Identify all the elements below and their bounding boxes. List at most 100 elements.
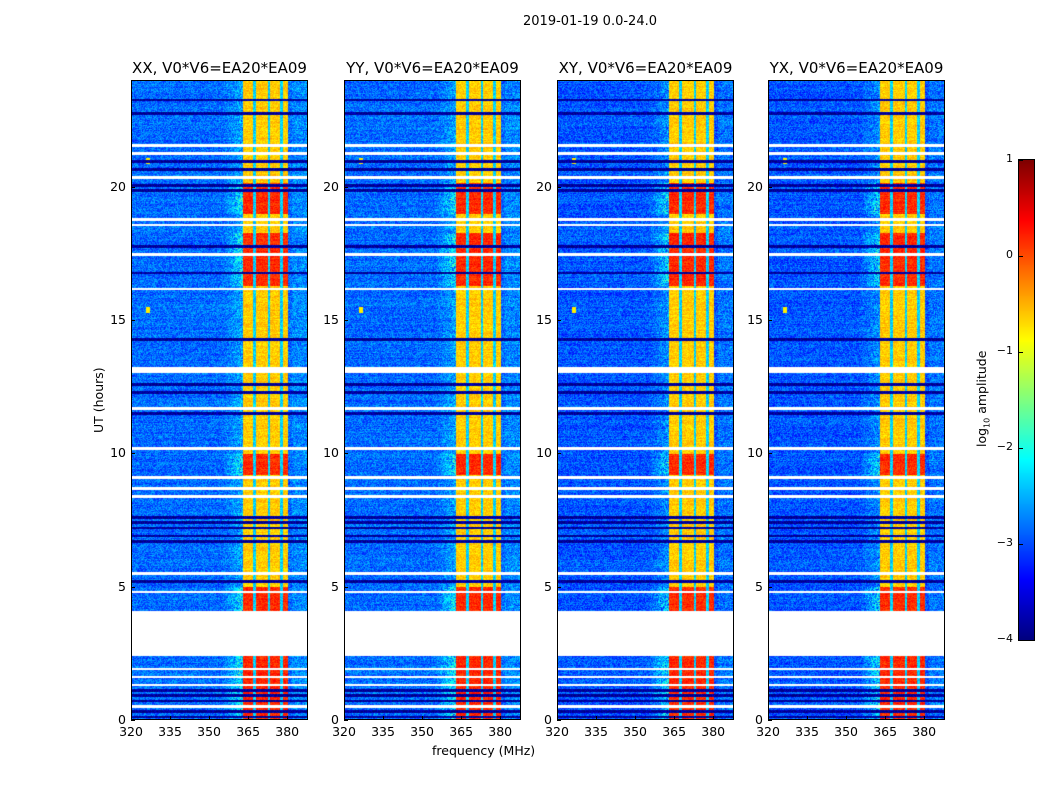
x-tick-label: 365	[449, 724, 474, 739]
colorbar-tick-mark	[1019, 256, 1023, 257]
y-tick-label: 0	[755, 712, 763, 727]
x-tick-mark	[500, 716, 502, 720]
colorbar-gradient	[1019, 160, 1034, 640]
panel-title: XY, V0*V6=EA20*EA09	[558, 59, 733, 77]
y-tick-mark	[768, 720, 772, 721]
colorbar-tick-label: −3	[996, 536, 1013, 549]
y-tick-mark	[768, 586, 772, 588]
y-tick-mark	[344, 720, 348, 721]
y-tick-label: 5	[118, 578, 126, 594]
y-tick-label: 10	[747, 445, 763, 461]
y-tick-label: 10	[110, 445, 126, 461]
x-tick-mark	[248, 716, 250, 720]
y-tick-mark	[131, 186, 135, 188]
x-tick-mark	[344, 716, 345, 720]
x-tick-mark	[131, 716, 132, 720]
y-tick-label: 15	[747, 312, 763, 327]
x-tick-mark	[383, 716, 385, 720]
y-tick-mark	[344, 453, 348, 455]
y-tick-mark	[557, 586, 561, 588]
y-tick-label: 5	[755, 578, 763, 594]
y-tick-label: 0	[118, 712, 126, 727]
y-tick-label: 0	[544, 712, 552, 727]
y-tick-mark	[344, 586, 348, 588]
colorbar-tick-mark	[1019, 544, 1023, 545]
y-tick-label: 15	[536, 312, 552, 327]
y-tick-label: 15	[110, 312, 126, 327]
y-tick-mark	[344, 320, 348, 321]
heatmap-panel	[131, 80, 308, 720]
x-tick-label: 320	[756, 724, 780, 739]
x-tick-mark	[924, 716, 926, 720]
x-tick-label: 320	[332, 724, 356, 739]
colorbar-tick-mark	[1019, 352, 1023, 353]
y-tick-mark	[768, 320, 772, 321]
panel-title: YX, V0*V6=EA20*EA09	[769, 59, 944, 77]
x-tick-mark	[635, 716, 637, 720]
spectrogram-heatmap	[769, 81, 944, 719]
y-axis-label: UT (hours)	[91, 367, 106, 433]
x-tick-mark	[846, 716, 848, 720]
y-tick-mark	[557, 453, 561, 455]
y-tick-mark	[344, 186, 348, 188]
y-tick-label: 10	[536, 445, 552, 461]
y-tick-label: 5	[331, 578, 339, 594]
x-tick-mark	[596, 716, 598, 720]
x-tick-mark	[713, 716, 715, 720]
y-tick-label: 20	[323, 178, 339, 194]
heatmap-panel	[557, 80, 734, 720]
x-tick-label: 365	[873, 724, 898, 739]
x-tick-mark	[768, 716, 769, 720]
x-tick-label: 350	[197, 724, 222, 739]
x-tick-mark	[287, 716, 289, 720]
y-tick-label: 5	[544, 578, 552, 594]
x-tick-mark	[557, 716, 558, 720]
x-tick-label: 335	[795, 724, 819, 739]
colorbar-tick-label: −1	[996, 344, 1013, 357]
colorbar-label: log10 amplitude	[974, 350, 992, 447]
x-axis-label: frequency (MHz)	[432, 743, 536, 758]
x-tick-label: 320	[119, 724, 143, 739]
heatmap-panel	[344, 80, 521, 720]
y-tick-mark	[131, 720, 135, 721]
y-tick-mark	[131, 320, 135, 321]
colorbar-tick-label: 1	[1006, 152, 1013, 165]
x-tick-mark	[209, 716, 211, 720]
colorbar-tick-mark	[1019, 640, 1023, 641]
x-tick-label: 380	[912, 724, 937, 739]
panel-title: XX, V0*V6=EA20*EA09	[132, 59, 307, 77]
y-tick-mark	[557, 186, 561, 188]
heatmap-panel	[768, 80, 945, 720]
x-tick-label: 365	[236, 724, 261, 739]
y-tick-label: 20	[110, 178, 126, 194]
colorbar	[1018, 159, 1035, 641]
figure-title: 2019-01-19 0.0-24.0	[523, 14, 657, 29]
x-tick-label: 335	[371, 724, 395, 739]
colorbar-tick-mark	[1019, 448, 1023, 449]
y-tick-mark	[768, 186, 772, 188]
x-tick-label: 320	[545, 724, 569, 739]
panel-title: YY, V0*V6=EA20*EA09	[346, 59, 519, 77]
x-tick-mark	[807, 716, 809, 720]
y-tick-mark	[557, 320, 561, 321]
y-tick-label: 0	[331, 712, 339, 727]
y-tick-mark	[131, 586, 135, 588]
x-tick-label: 380	[275, 724, 300, 739]
x-tick-label: 350	[623, 724, 648, 739]
y-tick-label: 20	[747, 178, 763, 194]
x-tick-label: 380	[701, 724, 726, 739]
colorbar-tick-label: −4	[996, 632, 1013, 645]
x-tick-mark	[461, 716, 463, 720]
x-tick-label: 365	[662, 724, 687, 739]
spectrogram-heatmap	[132, 81, 307, 719]
x-tick-mark	[885, 716, 887, 720]
x-tick-mark	[674, 716, 676, 720]
x-tick-label: 350	[410, 724, 435, 739]
y-tick-mark	[131, 453, 135, 455]
spectrogram-heatmap	[558, 81, 733, 719]
colorbar-tick-label: −2	[996, 440, 1013, 453]
x-tick-label: 335	[158, 724, 182, 739]
x-tick-mark	[170, 716, 172, 720]
y-tick-label: 15	[323, 312, 339, 327]
